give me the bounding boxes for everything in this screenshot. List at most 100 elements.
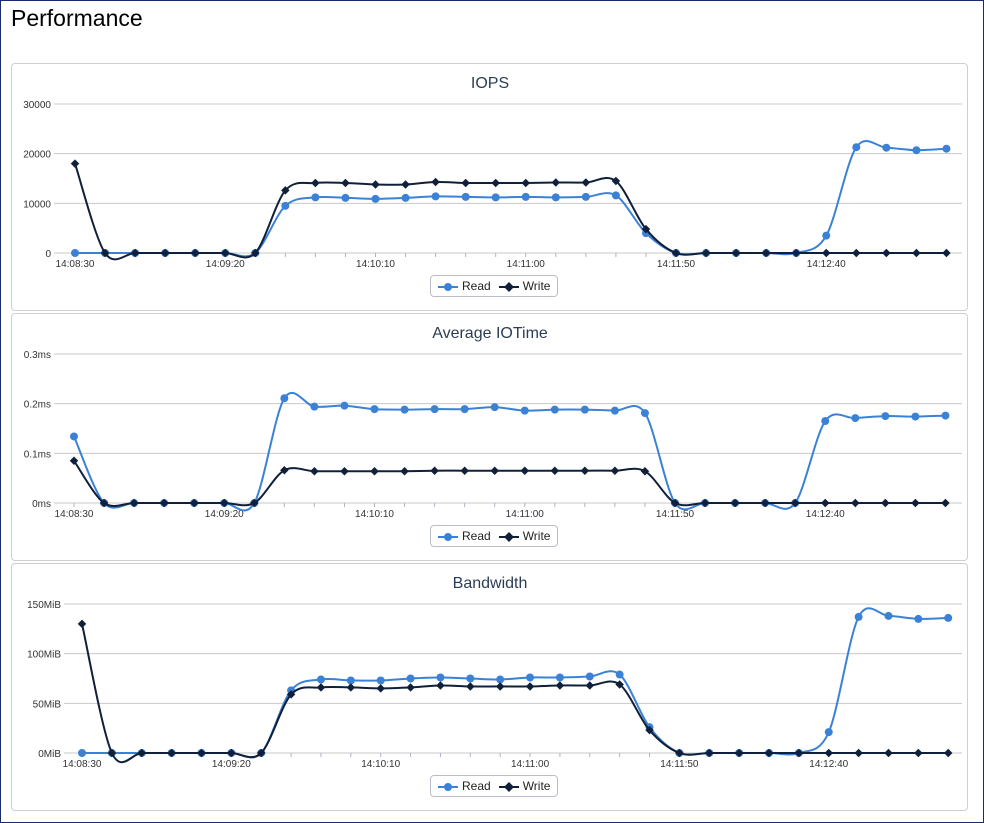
data-point-read: [311, 193, 320, 202]
x-tick-label: 14:11:00: [511, 759, 550, 770]
data-point-read: [496, 675, 505, 684]
data-point-write: [675, 748, 684, 758]
data-point-read: [884, 611, 893, 620]
legend-item-write[interactable]: Write: [498, 279, 550, 293]
data-point-write: [159, 498, 169, 508]
data-point-read: [406, 674, 415, 683]
data-point-write: [280, 465, 289, 475]
iops-legend[interactable]: Read Write: [430, 275, 559, 297]
x-tick-label: 14:12:40: [809, 759, 848, 770]
data-point-read: [611, 191, 620, 200]
legend-item-read[interactable]: Read: [438, 529, 491, 543]
data-point-write: [881, 498, 890, 508]
data-point-write: [581, 178, 591, 187]
data-point-write: [466, 682, 475, 691]
data-point-read: [912, 146, 921, 155]
series-line-write: [73, 460, 946, 507]
data-point-write: [311, 178, 320, 188]
data-point-read: [942, 144, 951, 153]
data-point-read: [461, 192, 470, 201]
legend-item-write[interactable]: Write: [498, 779, 550, 793]
y-tick-label: 10000: [23, 199, 51, 210]
data-point-write: [220, 498, 229, 508]
data-point-write: [256, 748, 266, 758]
data-point-write: [882, 248, 891, 258]
data-point-write: [281, 186, 290, 195]
data-point-read: [944, 613, 953, 622]
data-point-write: [77, 619, 87, 629]
data-point-write: [137, 748, 146, 758]
data-point-write: [491, 178, 500, 188]
y-tick-label: 0.2ms: [24, 400, 51, 411]
legend-label-read: Read: [462, 529, 491, 543]
data-point-read: [882, 143, 891, 152]
legend-item-read[interactable]: Read: [438, 779, 491, 793]
data-point-write: [346, 683, 356, 692]
data-point-write: [376, 684, 385, 693]
series-line-read: [74, 140, 947, 258]
x-tick-label: 14:10:10: [361, 759, 400, 770]
data-point-write: [461, 178, 470, 188]
y-tick-label: 0.1ms: [24, 449, 51, 460]
data-point-read: [370, 405, 379, 414]
data-point-write: [430, 466, 439, 475]
legend-item-write[interactable]: Write: [498, 529, 550, 543]
data-point-read: [70, 432, 78, 441]
data-point-read: [430, 405, 439, 414]
data-point-write: [941, 498, 950, 508]
y-tick-label: 50MiB: [33, 699, 62, 710]
x-tick-label: 14:08:30: [56, 259, 95, 270]
data-point-write: [911, 498, 920, 508]
data-point-write: [942, 248, 951, 258]
x-tick-label: 14:10:10: [356, 259, 395, 270]
data-point-write: [914, 748, 923, 758]
data-point-write: [884, 748, 893, 758]
data-point-write: [107, 748, 117, 758]
data-point-read: [310, 402, 319, 411]
data-point-write: [197, 748, 206, 758]
x-tick-label: 14:09:20: [205, 509, 244, 520]
data-point-write: [760, 498, 770, 508]
data-point-write: [734, 748, 744, 758]
bandwidth-chart: Bandwidth 0MiB 50MiB 100MiB 150MiB 14:08:30 14…: [27, 575, 962, 770]
data-point-write: [912, 248, 921, 258]
iotime-legend[interactable]: Read Write: [430, 525, 559, 547]
data-point-write: [824, 748, 833, 758]
x-tick-label: 14:11:00: [507, 259, 546, 270]
data-point-read: [71, 249, 79, 257]
x-tick-label: 14:09:20: [212, 759, 251, 770]
data-point-read: [881, 412, 890, 421]
data-point-write: [585, 681, 595, 690]
data-point-write: [550, 466, 560, 475]
data-point-read: [914, 614, 923, 623]
data-point-read: [555, 673, 564, 682]
x-tick-label: 14:10:10: [355, 509, 394, 520]
data-point-write: [406, 683, 415, 692]
legend-item-read[interactable]: Read: [438, 279, 491, 293]
data-point-read: [824, 728, 833, 737]
data-point-write: [730, 498, 740, 508]
data-point-read: [911, 412, 920, 421]
data-point-write: [227, 748, 236, 758]
bandwidth-legend[interactable]: Read Write: [430, 775, 559, 797]
data-point-write: [854, 748, 863, 758]
data-point-read: [400, 405, 409, 414]
data-point-write: [286, 690, 296, 699]
data-point-write: [731, 248, 741, 258]
data-point-write: [671, 248, 681, 258]
bandwidth-chart-panel: Bandwidth 0MiB 50MiB 100MiB 150MiB 14:08:30 14…: [11, 563, 968, 811]
data-point-write: [221, 248, 230, 258]
data-point-read: [431, 192, 440, 201]
iops-chart: IOPS 0 10000 20000 30000 14:08:30 14:09:20 14:1…: [23, 75, 962, 270]
data-point-write: [371, 180, 380, 189]
data-point-write: [100, 248, 110, 258]
y-tick-label: 0MiB: [38, 749, 61, 760]
x-tick-label: 14:08:30: [63, 759, 102, 770]
chart-title: Bandwidth: [453, 575, 528, 592]
data-point-read: [821, 417, 830, 426]
data-point-read: [520, 406, 529, 415]
data-point-read: [851, 414, 860, 423]
data-point-read: [854, 612, 863, 621]
y-tick-label: 0: [45, 249, 51, 260]
x-tick-label: 14:12:40: [807, 259, 846, 270]
